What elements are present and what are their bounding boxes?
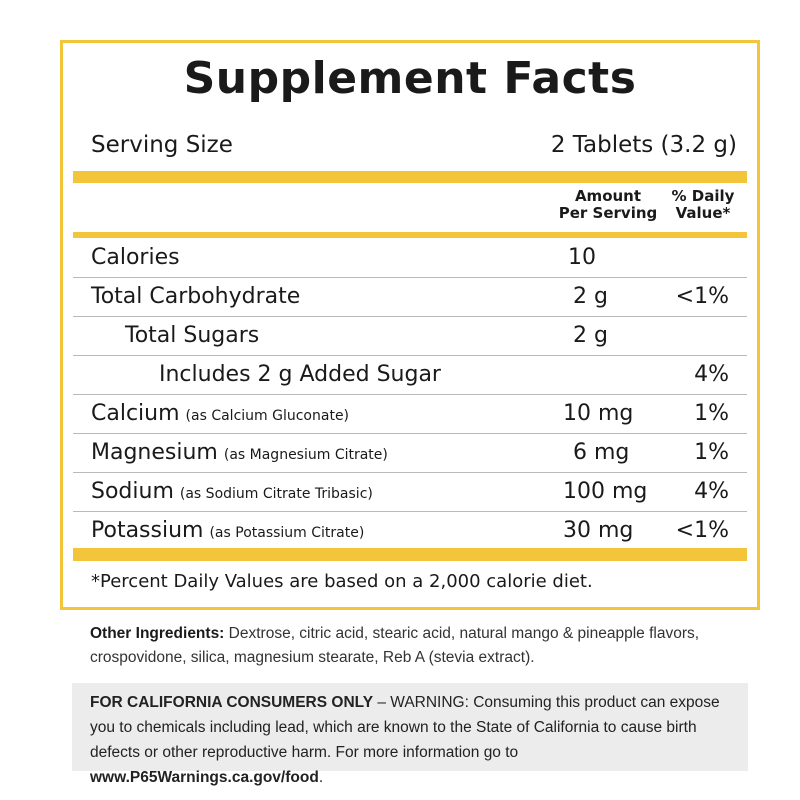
warning-end: .	[318, 769, 324, 786]
nutrient-name: Calcium	[91, 401, 180, 426]
nutrient-source: (as Magnesium Citrate)	[223, 447, 388, 463]
nutrient-row: Potassium (as Potassium Citrate) 30 mg <1%	[73, 512, 747, 551]
header-amount-line1: Amount	[574, 187, 642, 205]
serving-size-label: Serving Size	[91, 132, 233, 158]
nutrient-source: (as Potassium Citrate)	[209, 525, 365, 541]
nutrient-row: Calcium (as Calcium Gluconate) 10 mg 1%	[73, 395, 747, 434]
nutrient-daily-value: 4%	[694, 479, 729, 504]
nutrient-label: Potassium (as Potassium Citrate)	[91, 512, 364, 550]
nutrient-amount: 10	[568, 245, 596, 270]
nutrient-row: Total Sugars 2 g	[73, 317, 747, 356]
nutrient-daily-value: 1%	[694, 440, 729, 465]
nutrient-daily-value	[659, 239, 729, 277]
nutrient-row: Magnesium (as Magnesium Citrate) 6 mg 1%	[73, 434, 747, 473]
serving-size-row: Serving Size 2 Tablets (3.2 g)	[91, 127, 737, 163]
nutrient-row: Includes 2 g Added Sugar 4%	[73, 356, 747, 395]
nutrient-amount: 100 mg	[563, 479, 648, 504]
nutrient-amount: 2 g	[573, 323, 608, 348]
nutrient-name: Total Carbohydrate	[91, 284, 301, 309]
nutrient-row: Total Carbohydrate 2 g <1%	[73, 278, 747, 317]
nutrient-daily-value: 4%	[694, 362, 729, 387]
nutrient-label: Sodium (as Sodium Citrate Tribasic)	[91, 473, 373, 511]
warning-text: – WARNING: Consuming this product can ex…	[90, 694, 720, 761]
nutrient-label: Magnesium (as Magnesium Citrate)	[91, 434, 388, 472]
warning-label: FOR CALIFORNIA CONSUMERS ONLY	[90, 694, 374, 711]
divider-bar-header	[73, 232, 747, 238]
nutrient-row: Sodium (as Sodium Citrate Tribasic) 100 mg…	[73, 473, 747, 512]
nutrient-daily-value	[659, 317, 729, 355]
nutrient-daily-value: 1%	[694, 401, 729, 426]
nutrient-label: Calcium (as Calcium Gluconate)	[91, 395, 349, 433]
nutrient-row: Calories 10	[73, 239, 747, 278]
header-daily-value: % Daily Value*	[663, 188, 743, 222]
other-ingredients: Other Ingredients: Dextrose, citric acid…	[90, 622, 750, 670]
nutrient-daily-value: <1%	[675, 284, 729, 309]
nutrient-source: (as Calcium Gluconate)	[185, 408, 350, 424]
header-amount-per-serving: Amount Per Serving	[553, 188, 663, 222]
header-amount-line2: Per Serving	[558, 204, 658, 222]
nutrient-name: Potassium	[91, 518, 204, 543]
nutrient-name: Includes 2 g Added Sugar	[159, 362, 441, 387]
california-warning: FOR CALIFORNIA CONSUMERS ONLY – WARNING:…	[72, 683, 748, 786]
nutrient-label: Includes 2 g Added Sugar	[159, 356, 441, 394]
serving-size-value: 2 Tablets (3.2 g)	[550, 132, 737, 158]
header-dv-line1: % Daily	[671, 187, 735, 205]
divider-bar-bottom	[73, 548, 747, 561]
nutrient-name: Calories	[91, 245, 180, 270]
nutrient-amount: 6 mg	[573, 440, 630, 465]
nutrient-name: Sodium	[91, 479, 174, 504]
nutrient-label: Total Sugars	[125, 317, 259, 355]
panel-title: Supplement Facts	[183, 53, 637, 104]
nutrient-amount: 10 mg	[563, 401, 634, 426]
nutrient-label: Total Carbohydrate	[91, 278, 300, 316]
supplement-facts-panel: Supplement Facts Serving Size 2 Tablets …	[60, 40, 760, 610]
nutrient-amount: 2 g	[573, 284, 608, 309]
divider-bar-top	[73, 171, 747, 183]
header-dv-line2: Value*	[675, 204, 731, 222]
daily-value-footnote: *Percent Daily Values are based on a 2,0…	[91, 571, 593, 592]
ingredients-label: Other Ingredients:	[90, 625, 225, 642]
nutrient-source: (as Sodium Citrate Tribasic)	[179, 486, 373, 502]
nutrient-name: Total Sugars	[125, 323, 260, 348]
ingredients-text: Dextrose, citric acid, stearic acid, nat…	[90, 625, 700, 666]
nutrient-name: Magnesium	[91, 440, 218, 465]
warning-link[interactable]: www.P65Warnings.ca.gov/food	[90, 769, 319, 786]
nutrient-daily-value: <1%	[675, 518, 729, 543]
nutrient-label: Calories	[91, 239, 180, 277]
nutrient-amount: 30 mg	[563, 518, 634, 543]
